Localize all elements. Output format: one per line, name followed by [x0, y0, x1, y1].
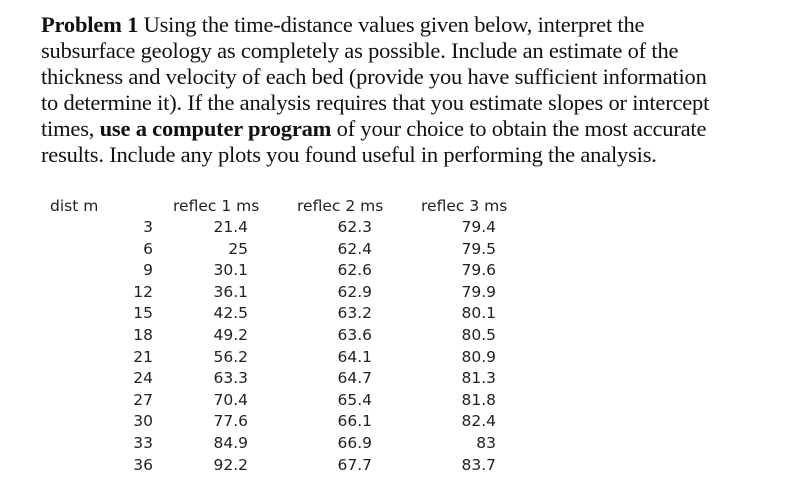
- header-dist: dist m: [50, 197, 99, 215]
- cell-reflec-1: 92.2: [213, 455, 248, 474]
- cell-reflec-3: 83.7: [461, 455, 496, 474]
- cell-reflec-3: 82.4: [461, 412, 496, 431]
- cell-dist: 18: [133, 326, 153, 344]
- cell-reflec-1: 70.4: [213, 390, 248, 409]
- cell-reflec-3: 79.6: [461, 261, 496, 280]
- cell-dist: 12: [133, 282, 153, 301]
- problem-title: Problem 1: [41, 12, 139, 37]
- cell-dist: 30: [133, 412, 153, 431]
- cell-reflec-3: 79.5: [461, 239, 496, 258]
- cell-dist: 24: [133, 369, 153, 388]
- cell-reflec-2: 67.7: [337, 455, 372, 474]
- cell-reflec-2: 64.1: [337, 347, 372, 366]
- problem-line-5: times, use a computer program of your ch…: [41, 116, 707, 141]
- cell-reflec-2: 62.3: [337, 218, 372, 236]
- cell-reflec-1: 49.2: [213, 326, 248, 344]
- problem-line-4: to determine it). If the analysis requir…: [41, 90, 710, 115]
- cell-dist: 21: [133, 347, 153, 366]
- header-reflec-2: reflec 2 ms: [297, 197, 384, 215]
- cell-reflec-2: 65.4: [337, 390, 372, 409]
- cell-reflec-2: 66.9: [337, 434, 372, 452]
- cell-dist: 27: [133, 390, 153, 409]
- cell-reflec-3: 79.9: [461, 282, 496, 301]
- cell-reflec-1: 84.9: [213, 434, 248, 452]
- cell-dist: 9: [143, 261, 153, 280]
- cell-reflec-1: 30.1: [213, 261, 248, 280]
- cell-reflec-2: 62.6: [337, 261, 372, 280]
- problem-line-6: results. Include any plots you found use…: [41, 142, 657, 167]
- cell-reflec-2: 64.7: [337, 369, 372, 388]
- cell-dist: 3: [143, 218, 153, 236]
- cell-reflec-3: 79.4: [461, 218, 496, 236]
- cell-dist: 15: [133, 304, 153, 323]
- cell-reflec-1: 42.5: [213, 304, 248, 323]
- cell-reflec-1: 56.2: [213, 347, 248, 366]
- header-reflec-3: reflec 3 ms: [421, 197, 508, 215]
- cell-reflec-3: 83: [476, 434, 496, 452]
- cell-reflec-1: 21.4: [213, 218, 248, 236]
- cell-reflec-1: 63.3: [213, 369, 248, 388]
- cell-reflec-1: 25: [228, 239, 248, 258]
- problem-line-2: subsurface geology as completely as poss…: [41, 38, 679, 63]
- cell-reflec-3: 80.5: [461, 326, 496, 344]
- problem-statement: Problem 1 Using the time-distance values…: [41, 12, 781, 168]
- cell-reflec-3: 81.3: [461, 369, 496, 388]
- cell-reflec-1: 77.6: [213, 412, 248, 431]
- cell-reflec-3: 81.8: [461, 390, 496, 409]
- cell-dist: 36: [133, 455, 153, 474]
- cell-reflec-2: 62.9: [337, 282, 372, 301]
- cell-reflec-3: 80.1: [461, 304, 496, 323]
- cell-dist: 33: [133, 434, 153, 452]
- cell-reflec-2: 66.1: [337, 412, 372, 431]
- header-reflec-1: reflec 1 ms: [173, 197, 260, 215]
- cell-reflec-1: 36.1: [213, 282, 248, 301]
- cell-reflec-2: 63.2: [337, 304, 372, 323]
- cell-reflec-2: 63.6: [337, 326, 372, 344]
- cell-dist: 6: [143, 239, 153, 258]
- emphasis-text: use a computer program: [99, 116, 332, 141]
- cell-reflec-2: 62.4: [337, 239, 372, 258]
- cell-reflec-3: 80.9: [461, 347, 496, 366]
- problem-line-3: thickness and velocity of each bed (prov…: [41, 64, 707, 89]
- problem-line-1: Problem 1 Using the time-distance values…: [41, 12, 645, 37]
